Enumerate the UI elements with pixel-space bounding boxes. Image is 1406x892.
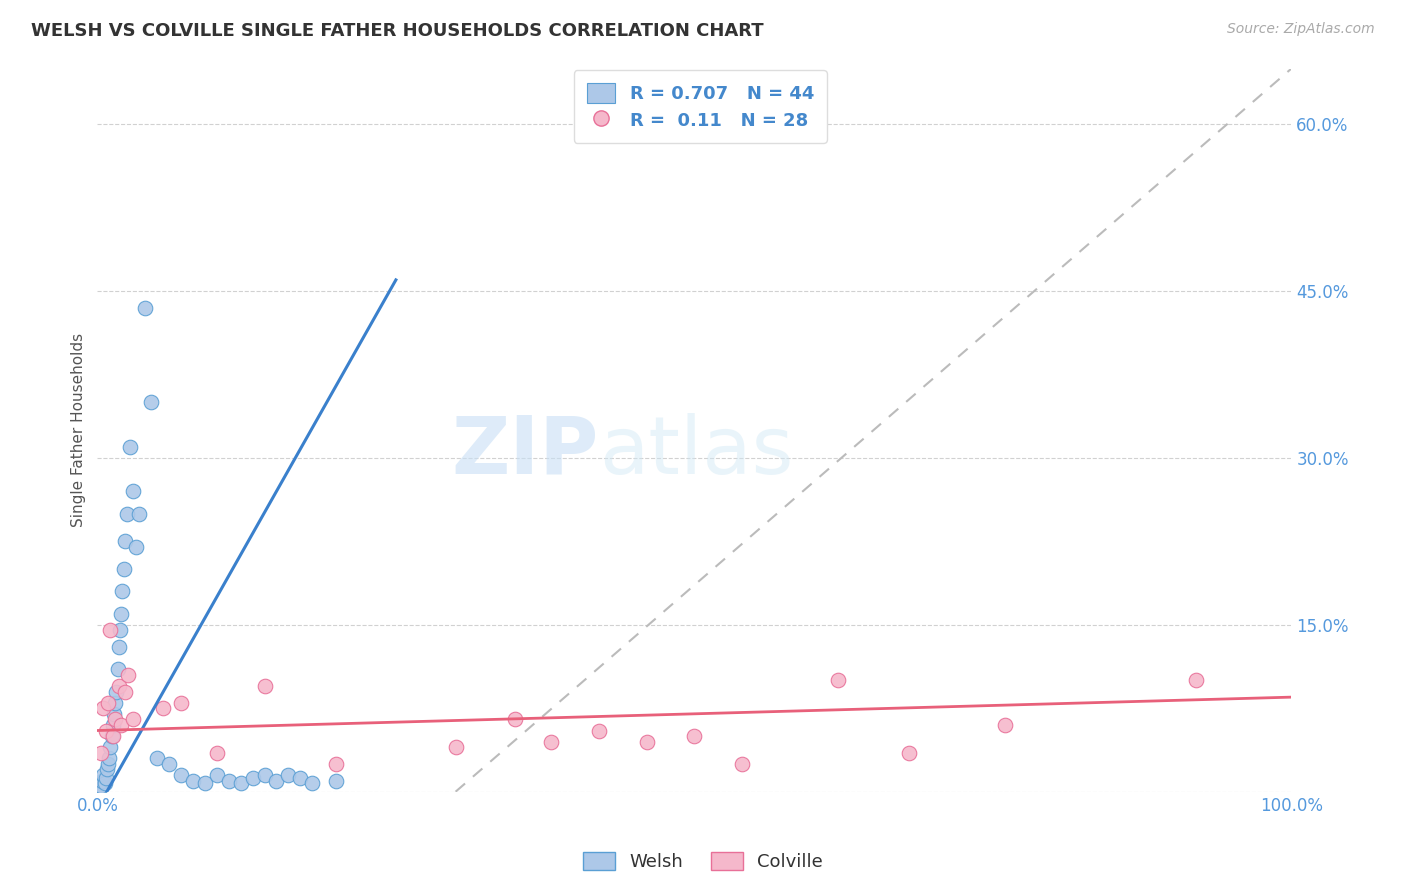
- Point: [181, 773, 204, 788]
- Point: [242, 772, 264, 786]
- Point: [170, 696, 193, 710]
- Point: [90, 746, 112, 760]
- Point: [290, 772, 312, 786]
- Point: [93, 776, 115, 790]
- Point: [277, 768, 299, 782]
- Point: [325, 773, 347, 788]
- Point: [91, 773, 114, 788]
- Point: [97, 756, 120, 771]
- Point: [253, 768, 276, 782]
- Point: [218, 773, 240, 788]
- Y-axis label: Single Father Households: Single Father Households: [72, 333, 86, 527]
- Point: [115, 507, 138, 521]
- Point: [90, 779, 112, 793]
- Point: [325, 756, 347, 771]
- Point: [112, 562, 135, 576]
- Point: [118, 440, 141, 454]
- Point: [101, 718, 124, 732]
- Point: [540, 734, 562, 748]
- Point: [253, 679, 276, 693]
- Point: [105, 684, 128, 698]
- Legend: R = 0.707   N = 44, R =  0.11   N = 28: R = 0.707 N = 44, R = 0.11 N = 28: [574, 70, 827, 143]
- Point: [152, 701, 174, 715]
- Point: [108, 679, 131, 693]
- Text: WELSH VS COLVILLE SINGLE FATHER HOUSEHOLDS CORRELATION CHART: WELSH VS COLVILLE SINGLE FATHER HOUSEHOL…: [31, 22, 763, 40]
- Point: [100, 624, 122, 638]
- Point: [94, 723, 117, 738]
- Point: [107, 662, 129, 676]
- Point: [266, 773, 288, 788]
- Point: [122, 484, 145, 499]
- Point: [101, 729, 124, 743]
- Point: [194, 776, 217, 790]
- Point: [117, 668, 139, 682]
- Text: atlas: atlas: [599, 413, 793, 491]
- Point: [110, 718, 132, 732]
- Point: [89, 781, 111, 796]
- Point: [1185, 673, 1208, 688]
- Point: [994, 718, 1017, 732]
- Point: [122, 712, 145, 726]
- Point: [124, 540, 146, 554]
- Point: [683, 729, 706, 743]
- Point: [636, 734, 658, 748]
- Point: [96, 763, 118, 777]
- Point: [588, 723, 610, 738]
- Point: [114, 534, 136, 549]
- Point: [139, 395, 162, 409]
- Text: ZIP: ZIP: [451, 413, 599, 491]
- Point: [205, 746, 228, 760]
- Point: [108, 640, 131, 654]
- Text: Source: ZipAtlas.com: Source: ZipAtlas.com: [1227, 22, 1375, 37]
- Point: [100, 740, 122, 755]
- Point: [301, 776, 323, 790]
- Point: [100, 729, 122, 743]
- Point: [157, 756, 180, 771]
- Point: [108, 624, 131, 638]
- Point: [111, 584, 134, 599]
- Point: [94, 772, 117, 786]
- Legend: Welsh, Colville: Welsh, Colville: [575, 845, 831, 879]
- Point: [110, 607, 132, 621]
- Point: [91, 768, 114, 782]
- Point: [103, 706, 125, 721]
- Point: [98, 751, 121, 765]
- Point: [503, 712, 526, 726]
- Point: [898, 746, 921, 760]
- Point: [827, 673, 849, 688]
- Point: [205, 768, 228, 782]
- Point: [731, 756, 754, 771]
- Point: [444, 740, 467, 755]
- Point: [114, 684, 136, 698]
- Point: [146, 751, 169, 765]
- Point: [104, 696, 127, 710]
- Point: [91, 701, 114, 715]
- Point: [128, 507, 150, 521]
- Point: [170, 768, 193, 782]
- Point: [134, 301, 156, 315]
- Point: [104, 712, 127, 726]
- Point: [97, 696, 120, 710]
- Point: [229, 776, 252, 790]
